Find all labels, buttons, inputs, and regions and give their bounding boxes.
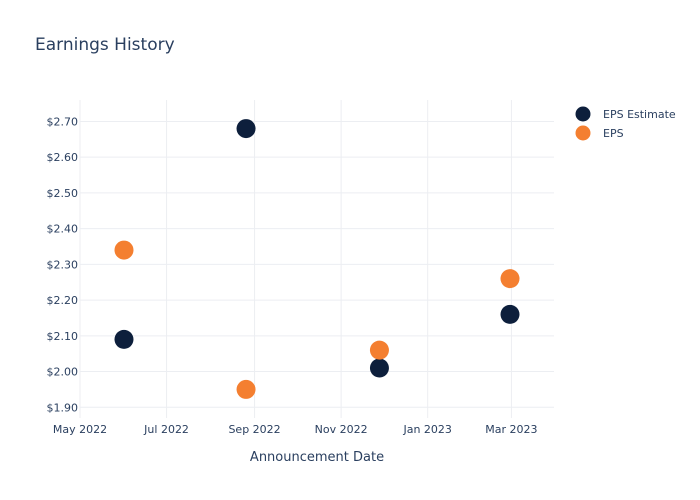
- x-tick-label: Sep 2022: [228, 423, 280, 436]
- x-tick-label: May 2022: [53, 423, 107, 436]
- legend-label: EPS Estimate: [603, 108, 676, 121]
- x-axis-label: Announcement Date: [250, 450, 384, 465]
- legend-item[interactable]: EPS Estimate: [575, 106, 676, 122]
- data-point[interactable]: [236, 119, 256, 139]
- y-tick-label: $2.00: [47, 366, 79, 379]
- legend-item[interactable]: EPS: [575, 125, 624, 141]
- y-tick-label: $1.90: [47, 401, 79, 414]
- chart-title: Earnings History: [35, 35, 175, 55]
- data-point[interactable]: [236, 379, 256, 399]
- x-tick-label: Mar 2023: [485, 423, 537, 436]
- data-point[interactable]: [500, 269, 520, 289]
- y-axis-ticks: $1.90 $2.00 $2.10 $2.20 $2.30 $2.40 $2.50 $2.60…: [47, 115, 79, 414]
- y-tick-label: $2.70: [47, 115, 79, 128]
- legend-label: EPS: [603, 127, 624, 140]
- y-tick-label: $2.10: [47, 330, 79, 343]
- legend-marker: [575, 106, 591, 122]
- y-tick-label: $2.20: [47, 294, 79, 307]
- y-tick-label: $2.50: [47, 187, 79, 200]
- y-tick-label: $2.40: [47, 223, 79, 236]
- x-tick-label: Nov 2022: [315, 423, 368, 436]
- gridlines: [79, 100, 554, 418]
- y-tick-label: $2.30: [47, 258, 79, 271]
- data-point[interactable]: [369, 358, 389, 378]
- series-eps-estimate: [114, 119, 520, 378]
- x-tick-label: Jul 2022: [143, 423, 189, 436]
- series-eps: [114, 240, 520, 399]
- legend[interactable]: EPS Estimate EPS: [575, 106, 676, 141]
- data-point[interactable]: [114, 240, 134, 260]
- data-points: [114, 119, 520, 399]
- legend-marker: [575, 125, 591, 141]
- x-tick-label: Jan 2023: [402, 423, 451, 436]
- data-point[interactable]: [114, 329, 134, 349]
- y-tick-label: $2.60: [47, 151, 79, 164]
- x-axis-ticks: May 2022 Jul 2022 Sep 2022 Nov 2022 Jan 2023…: [53, 423, 538, 436]
- data-point[interactable]: [500, 304, 520, 324]
- data-point[interactable]: [369, 340, 389, 360]
